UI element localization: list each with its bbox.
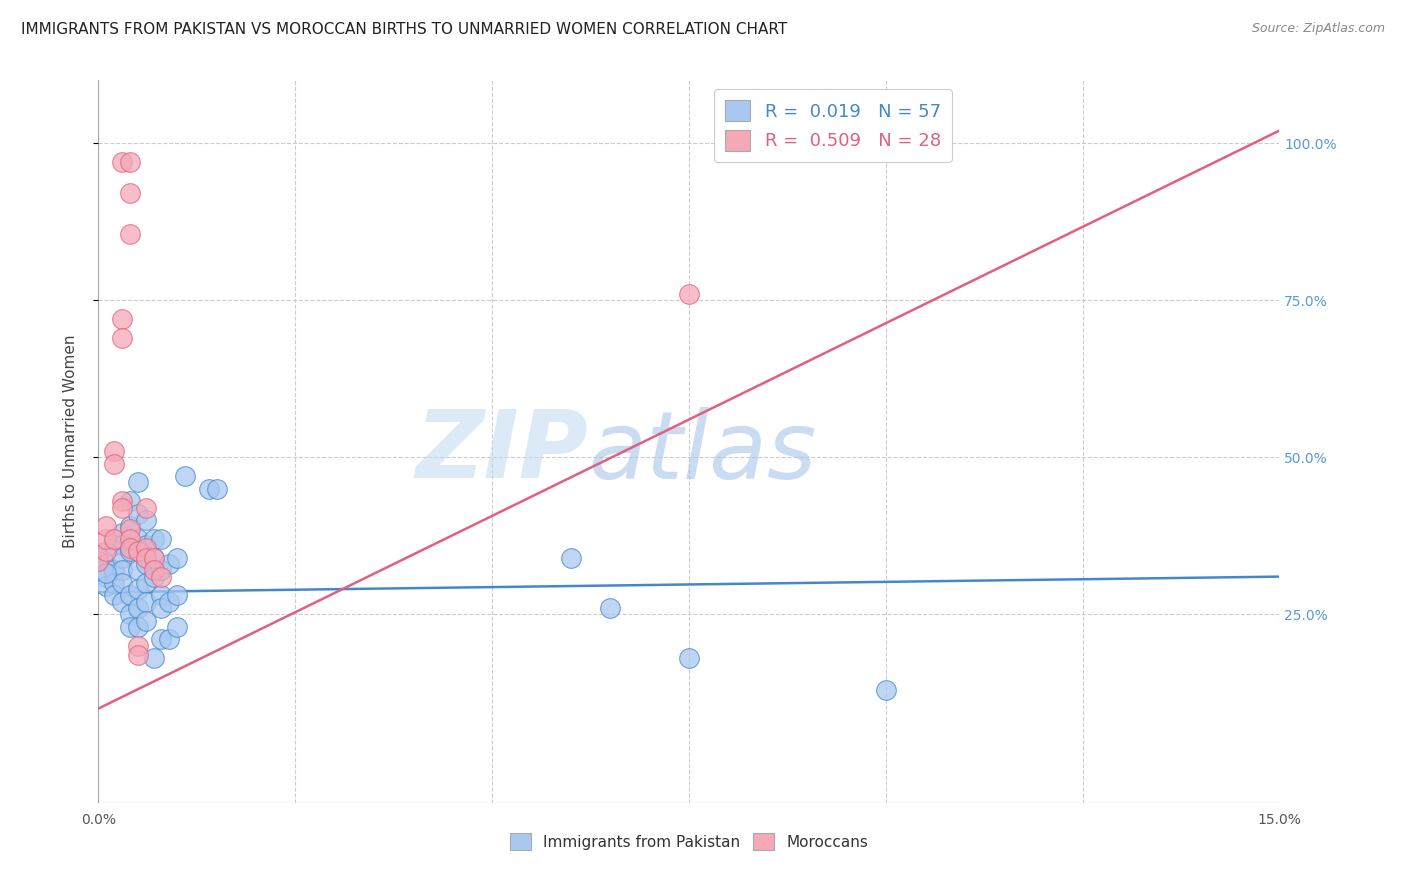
Point [111,312,134,326]
Point [118,607,141,622]
Point [150,589,173,603]
Point [678,286,700,301]
Point [135,500,157,515]
Point [96,544,118,558]
Text: atlas: atlas [589,407,817,498]
Point [127,620,149,634]
Point [142,569,165,583]
Point [127,582,149,597]
Point [197,482,219,496]
Point [127,507,149,521]
Point [157,632,180,647]
Y-axis label: Births to Unmarried Women: Births to Unmarried Women [63,334,77,549]
Point [111,500,134,515]
Point [103,575,125,590]
Point [678,651,700,665]
Point [142,550,165,565]
Point [118,155,141,169]
Point [103,563,125,577]
Point [150,632,173,647]
Point [142,550,165,565]
Point [118,532,141,546]
Point [157,557,180,571]
Point [118,519,141,533]
Point [103,457,125,471]
Point [135,541,157,556]
Point [127,601,149,615]
Text: Source: ZipAtlas.com: Source: ZipAtlas.com [1251,22,1385,36]
Point [127,475,149,490]
Point [127,648,149,662]
Point [87,550,110,565]
Legend: Immigrants from Pakistan, Moroccans: Immigrants from Pakistan, Moroccans [503,827,875,856]
Point [560,550,582,565]
Point [135,550,157,565]
Point [150,563,173,577]
Point [111,575,134,590]
Point [135,575,157,590]
Point [118,494,141,508]
Text: ZIP: ZIP [416,407,589,499]
Point [96,566,118,581]
Point [96,579,118,593]
Point [205,482,228,496]
Point [174,469,197,483]
Point [135,557,157,571]
Point [150,532,173,546]
Point [111,550,134,565]
Point [118,186,141,201]
Point [142,651,165,665]
Point [127,563,149,577]
Point [103,589,125,603]
Point [103,444,125,458]
Point [118,523,141,537]
Point [103,532,125,546]
Point [135,538,157,552]
Point [118,227,141,242]
Point [150,601,173,615]
Point [118,620,141,634]
Point [135,614,157,628]
Point [157,595,180,609]
Point [166,550,188,565]
Point [127,639,149,653]
Point [166,620,188,634]
Point [103,538,125,552]
Point [87,554,110,568]
Point [111,595,134,609]
Point [135,595,157,609]
Point [96,519,118,533]
Point [127,544,149,558]
Point [599,601,621,615]
Point [142,532,165,546]
Point [118,589,141,603]
Point [111,331,134,345]
Point [111,538,134,552]
Point [96,532,118,546]
Text: IMMIGRANTS FROM PAKISTAN VS MOROCCAN BIRTHS TO UNMARRIED WOMEN CORRELATION CHART: IMMIGRANTS FROM PAKISTAN VS MOROCCAN BIR… [21,22,787,37]
Point [111,494,134,508]
Point [96,569,118,583]
Point [111,563,134,577]
Point [127,532,149,546]
Point [111,525,134,540]
Point [118,544,141,558]
Point [118,541,141,556]
Point [127,544,149,558]
Point [135,513,157,527]
Point [142,563,165,577]
Point [111,155,134,169]
Point [875,682,897,697]
Point [96,557,118,571]
Point [150,569,173,583]
Point [166,589,188,603]
